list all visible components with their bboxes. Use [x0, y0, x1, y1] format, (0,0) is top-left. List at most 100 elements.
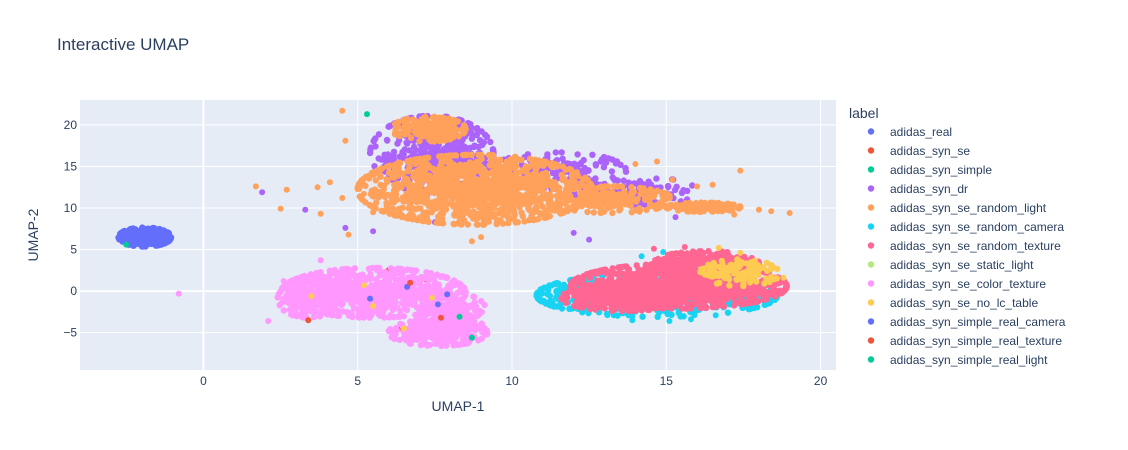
data-point: [638, 253, 645, 260]
data-point: [597, 209, 604, 216]
data-point: [411, 206, 419, 213]
data-point: [615, 200, 622, 208]
data-point: [558, 305, 566, 312]
data-point: [486, 162, 493, 169]
data-point: [765, 291, 772, 298]
data-point: [314, 184, 321, 191]
data-point: [397, 183, 404, 190]
data-point: [655, 283, 662, 290]
scatter-points: [115, 107, 793, 350]
data-point: [614, 177, 621, 184]
data-point: [574, 199, 582, 206]
data-point: [642, 261, 650, 268]
data-point: [378, 207, 385, 214]
data-point: [444, 145, 451, 152]
data-point: [575, 288, 582, 295]
data-point: [386, 206, 393, 214]
data-point: [699, 297, 707, 305]
data-point: [609, 265, 616, 272]
data-point: [481, 181, 488, 189]
data-point: [388, 191, 396, 199]
data-point: [407, 193, 414, 200]
data-point: [403, 140, 411, 147]
data-point: [487, 157, 495, 164]
data-point: [694, 277, 701, 284]
data-point: [431, 138, 438, 145]
data-point: [537, 198, 544, 205]
data-point: [654, 313, 661, 320]
data-point: [375, 155, 382, 162]
data-point: [537, 187, 545, 195]
data-point: [504, 212, 511, 219]
data-point: [616, 207, 623, 214]
data-point: [783, 283, 790, 290]
data-point: [524, 171, 532, 179]
data-point: [706, 292, 713, 300]
data-point: [442, 166, 449, 173]
data-point: [468, 124, 475, 131]
data-point: [554, 163, 561, 170]
data-point: [455, 133, 462, 140]
data-point: [726, 253, 733, 261]
data-point: [786, 210, 793, 216]
data-point: [592, 202, 599, 210]
data-point: [391, 120, 399, 128]
series-adidas_syn_se_color_texture: [175, 257, 491, 350]
data-point: [564, 204, 571, 211]
data-point: [707, 297, 714, 304]
data-point: [689, 270, 696, 278]
data-point: [390, 155, 397, 162]
data-point: [438, 148, 446, 155]
data-point: [555, 202, 562, 209]
data-point: [522, 200, 529, 207]
data-point: [377, 165, 385, 172]
data-point: [473, 131, 480, 139]
data-point: [770, 282, 777, 289]
data-point: [506, 160, 514, 168]
data-point: [475, 143, 482, 151]
data-point: [536, 178, 543, 185]
data-point: [469, 176, 476, 183]
data-point: [672, 282, 679, 290]
data-point: [597, 268, 605, 275]
data-point: [560, 290, 568, 298]
data-point: [683, 305, 690, 312]
data-point: [507, 156, 514, 163]
data-point: [654, 187, 661, 195]
data-point: [115, 235, 123, 242]
data-point: [689, 257, 697, 265]
data-point: [510, 215, 517, 222]
data-point: [526, 155, 534, 163]
data-point: [541, 176, 548, 183]
data-point: [650, 267, 657, 275]
data-point: [546, 292, 554, 300]
data-point: [380, 182, 388, 189]
data-point: [595, 284, 603, 292]
data-point: [710, 203, 717, 210]
data-point: [511, 165, 518, 172]
data-point: [724, 309, 732, 316]
data-point: [138, 227, 146, 235]
data-point: [487, 138, 494, 146]
data-point: [689, 248, 697, 255]
data-point: [451, 173, 458, 181]
data-point: [634, 195, 641, 203]
data-point: [405, 215, 412, 222]
data-point: [668, 311, 675, 318]
data-point: [671, 186, 679, 194]
data-point: [646, 197, 653, 205]
data-point: [688, 316, 694, 323]
data-point: [474, 192, 481, 199]
data-point: [473, 126, 481, 133]
data-point: [548, 205, 555, 212]
data-point: [128, 231, 135, 239]
data-point: [637, 300, 645, 307]
data-point: [755, 206, 762, 213]
data-point: [608, 168, 616, 175]
data-point: [450, 152, 457, 159]
series-adidas_syn_se_random_light: [252, 107, 793, 245]
data-point: [605, 284, 612, 292]
data-point: [700, 249, 707, 257]
data-point: [445, 200, 452, 207]
data-point: [126, 226, 133, 234]
